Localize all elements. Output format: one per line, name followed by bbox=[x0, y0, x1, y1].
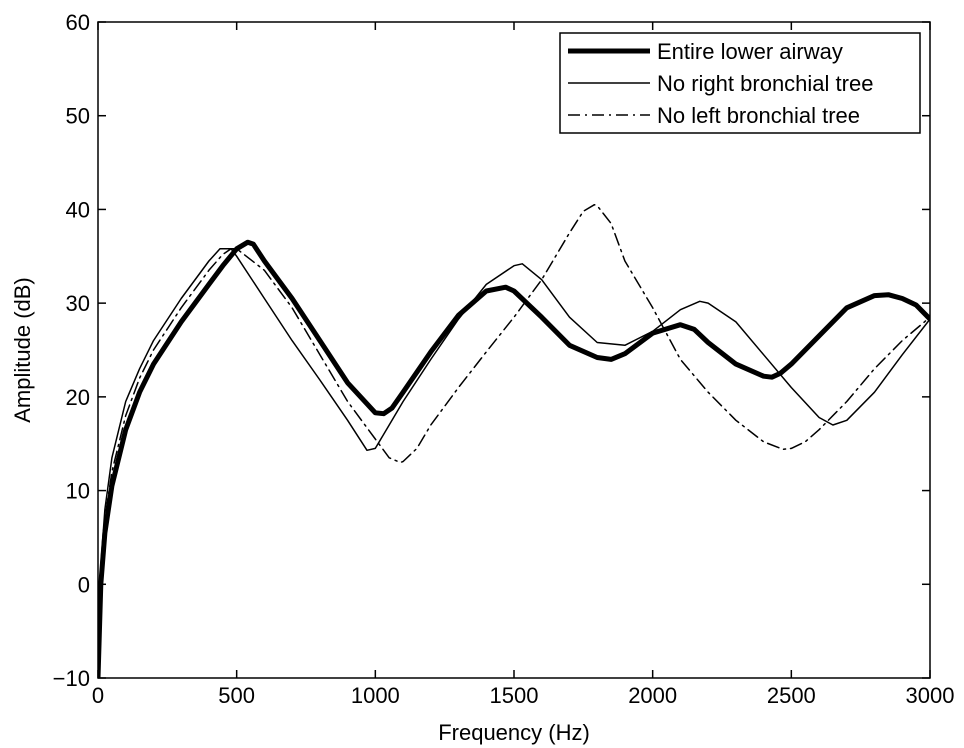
series-line-1 bbox=[98, 239, 930, 678]
series-line-2 bbox=[98, 248, 930, 678]
y-tick-label: 10 bbox=[66, 479, 90, 504]
x-axis: 0 500 1000 1500 2000 2500 3000 bbox=[92, 22, 955, 708]
y-tick-label: 60 bbox=[66, 10, 90, 35]
y-tick-label: 40 bbox=[66, 197, 90, 222]
x-tick-label: 2500 bbox=[767, 683, 816, 708]
plot-lines bbox=[98, 203, 930, 678]
legend-label-2: No right bronchial tree bbox=[657, 71, 873, 96]
x-tick-label: 500 bbox=[218, 683, 255, 708]
legend-label-1: Entire lower airway bbox=[657, 39, 843, 64]
x-tick-label: 0 bbox=[92, 683, 104, 708]
y-tick-label: 0 bbox=[78, 572, 90, 597]
x-tick-label: 2000 bbox=[628, 683, 677, 708]
y-axis: −10 0 10 20 30 40 50 60 bbox=[53, 10, 930, 691]
legend: Entire lower airway No right bronchial tr… bbox=[559, 32, 921, 134]
y-tick-label: 20 bbox=[66, 385, 90, 410]
y-tick-label: 50 bbox=[66, 104, 90, 129]
y-axis-label: Amplitude (dB) bbox=[10, 277, 35, 423]
x-tick-label: 1000 bbox=[351, 683, 400, 708]
y-tick-label: 30 bbox=[66, 291, 90, 316]
x-tick-label: 3000 bbox=[906, 683, 955, 708]
legend-label-3: No left bronchial tree bbox=[657, 103, 860, 128]
x-tick-label: 1500 bbox=[490, 683, 539, 708]
x-axis-label: Frequency (Hz) bbox=[438, 720, 590, 745]
series-line-3 bbox=[98, 203, 930, 678]
y-tick-label: −10 bbox=[53, 666, 90, 691]
